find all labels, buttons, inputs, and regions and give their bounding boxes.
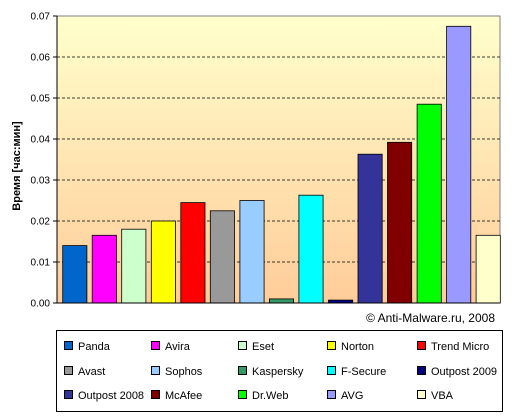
legend-item: VBA	[417, 389, 453, 403]
legend-item: Outpost 2009	[417, 365, 497, 379]
y-tick-label: 0.06	[31, 53, 51, 64]
legend-label: Kaspersky	[252, 366, 304, 378]
legend-label: Norton	[341, 341, 375, 353]
legend-swatch	[327, 366, 336, 375]
bar-dr-web	[416, 103, 442, 304]
legend-item: Sophos	[151, 365, 202, 379]
legend-label: Eset	[252, 341, 275, 353]
bar-eset	[121, 228, 147, 304]
legend-label: F-Secure	[341, 366, 387, 378]
legend-item: Outpost 2008	[64, 389, 144, 403]
legend-item: Eset	[238, 340, 274, 354]
bar-outpost-2008	[357, 153, 383, 304]
legend-swatch	[64, 390, 73, 399]
y-tick-label: 0.07	[31, 12, 51, 23]
bar-avg	[446, 25, 472, 304]
legend-swatch	[238, 366, 247, 375]
bar-kaspersky	[268, 298, 294, 304]
bar-avira	[91, 234, 117, 304]
legend-item: Dr.Web	[238, 389, 288, 403]
legend-label: Sophos	[165, 366, 203, 378]
legend-swatch	[417, 366, 426, 375]
legend-item: Panda	[64, 340, 110, 354]
legend-item: Norton	[327, 340, 374, 354]
legend-swatch	[151, 390, 160, 399]
bar-trend-micro	[180, 202, 206, 304]
gridlines	[57, 56, 500, 263]
y-axis-ticks: 0.00 0.01 0.02 0.03 0.04 0.05 0.06 0.07	[31, 12, 57, 310]
y-tick-label: 0.04	[31, 135, 51, 146]
y-tick-label: 0.03	[31, 176, 51, 187]
legend-item: Trend Micro	[417, 340, 489, 354]
y-tick-label: 0.05	[31, 94, 51, 105]
legend-swatch	[238, 341, 247, 350]
y-axis-label: Время [час:мин]	[11, 121, 23, 211]
legend-label: Outpost 2008	[78, 390, 145, 402]
bars	[62, 25, 501, 304]
legend-item: Avira	[151, 340, 190, 354]
legend-label: VBA	[431, 390, 454, 402]
bar-norton	[150, 220, 176, 304]
bar-panda	[62, 245, 88, 304]
bar-mcafee	[387, 141, 413, 304]
bar-vba	[475, 234, 501, 304]
legend-swatch	[151, 366, 160, 375]
legend-swatch	[64, 366, 73, 375]
legend-swatch	[327, 341, 336, 350]
bar-avast	[209, 210, 235, 304]
legend-item: McAfee	[151, 389, 202, 403]
legend-swatch	[417, 341, 426, 350]
legend-item: AVG	[327, 389, 363, 403]
copyright-annotation: © Anti-Malware.ru, 2008	[366, 311, 495, 325]
legend-label: Trend Micro	[431, 341, 490, 353]
legend-swatch	[151, 341, 160, 350]
legend-item: Kaspersky	[238, 365, 303, 379]
legend-label: Dr.Web	[252, 390, 289, 402]
bar-sophos	[239, 200, 265, 304]
legend-label: Avira	[165, 341, 190, 353]
bar-f-secure	[298, 194, 324, 304]
legend-item: Avast	[64, 365, 105, 379]
legend-swatch	[238, 390, 247, 399]
y-tick-label: 0.01	[31, 258, 51, 269]
legend-swatch	[327, 390, 336, 399]
legend-swatch	[64, 341, 73, 350]
legend-label: Outpost 2009	[431, 366, 498, 378]
y-tick-label: 0.02	[31, 217, 51, 228]
legend-label: AVG	[341, 390, 364, 402]
legend-label: Avast	[78, 366, 106, 378]
y-tick-label: 0.00	[31, 299, 51, 310]
legend: Panda Avira Eset Norton Trend Micro Avast Soph…	[56, 330, 503, 412]
legend-swatch	[417, 390, 426, 399]
legend-label: McAfee	[165, 390, 203, 402]
legend-label: Panda	[78, 341, 110, 353]
legend-item: F-Secure	[327, 365, 386, 379]
